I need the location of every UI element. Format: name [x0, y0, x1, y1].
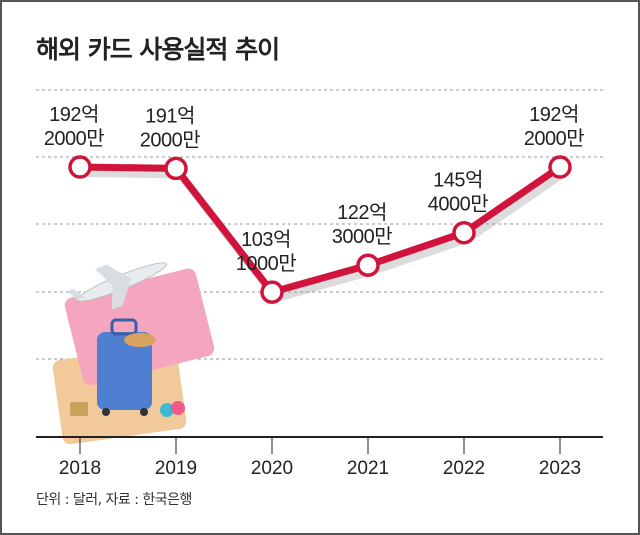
data-label: 2000만	[44, 127, 104, 150]
data-labels: 192억2000만191억2000만103억1000만122억3000만145억…	[44, 103, 585, 275]
data-label: 2000만	[140, 128, 200, 151]
series-path	[79, 163, 562, 296]
card-logo-pink	[171, 401, 185, 415]
chart-title: 해외 카드 사용실적 추이	[36, 35, 280, 64]
x-tick-label: 2019	[155, 458, 197, 479]
x-tick-label: 2021	[347, 458, 389, 479]
data-point	[452, 220, 476, 245]
airplane-icon	[67, 262, 168, 310]
line-shadow	[83, 169, 567, 303]
straw-hat	[124, 333, 156, 347]
suitcase-handle	[110, 318, 138, 336]
suitcase	[97, 332, 152, 410]
x-tick-label: 2018	[59, 458, 101, 479]
x-axis-ticks: 2018 2019 2020 2021 2022 2023	[59, 437, 581, 479]
card-chip	[70, 402, 88, 416]
card-logo-blue	[160, 403, 174, 417]
data-label: 145억	[433, 169, 483, 192]
x-tick-label: 2020	[251, 458, 293, 479]
x-tick-label: 2023	[539, 458, 581, 479]
gridlines	[36, 89, 603, 360]
data-label: 1000만	[236, 252, 296, 275]
data-point	[260, 280, 284, 304]
data-label: 192억	[529, 103, 579, 126]
data-point	[68, 155, 92, 179]
data-label: 191억	[145, 104, 195, 127]
data-label: 4000만	[428, 193, 488, 216]
data-label: 3000만	[332, 225, 392, 248]
source-note: 단위 : 달러, 자료 : 한국은행	[36, 492, 192, 508]
data-point	[164, 156, 188, 181]
data-label: 103억	[241, 228, 291, 251]
data-label: 192억	[49, 103, 99, 126]
data-label: 2000만	[524, 127, 584, 150]
x-tick-label: 2022	[443, 458, 485, 479]
data-label: 122억	[337, 201, 387, 224]
data-point	[548, 155, 572, 179]
series-line	[68, 155, 572, 304]
data-point	[356, 253, 380, 277]
travel-illustration	[52, 262, 215, 445]
